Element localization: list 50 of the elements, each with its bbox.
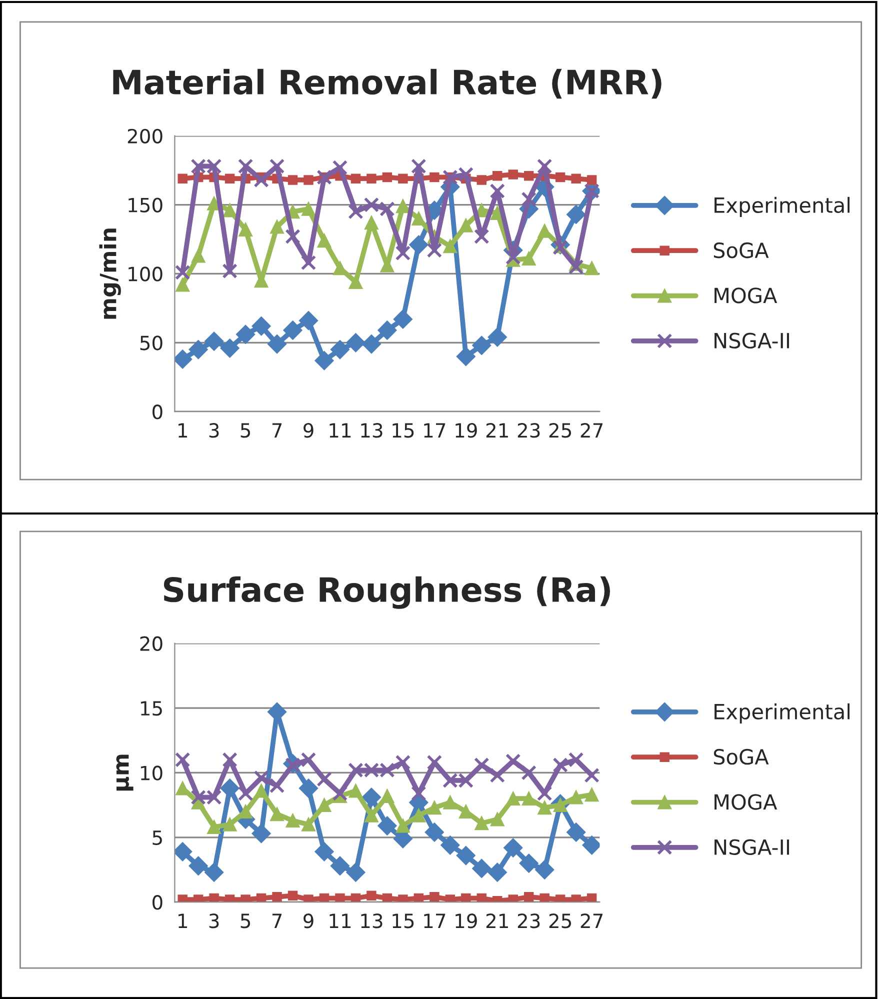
y-tick-label: 150 <box>128 198 162 212</box>
x-tick-label: 5 <box>240 914 250 928</box>
x-tick-label: 27 <box>580 914 603 928</box>
x-tick-label: 1 <box>178 423 187 438</box>
x-tick-label: 11 <box>330 914 351 928</box>
x-tick-label: 17 <box>424 914 446 928</box>
x-tick-label: 15 <box>392 914 414 928</box>
x-tick-label: 13 <box>361 423 382 438</box>
y-tick-label: 50 <box>140 336 162 350</box>
x-tick-label: 27 <box>580 423 603 438</box>
y-tick-label: 5 <box>152 830 162 846</box>
chart-title: Surface Roughness (Ra) <box>164 576 610 609</box>
y-axis-title: mg/min <box>99 228 121 319</box>
x-tick-label: 1 <box>178 914 187 928</box>
y-axis-title: µm <box>116 754 134 791</box>
x-tick-label: 23 <box>518 914 540 928</box>
x-tick-label: 19 <box>456 423 477 438</box>
legend-label: NSGA-II <box>714 332 790 349</box>
legend-label: MOGA <box>714 288 778 304</box>
x-tick-label: 21 <box>486 914 508 928</box>
chart-title: Material Removal Rate (MRR) <box>113 68 662 99</box>
legend-label: Experimental <box>714 196 850 218</box>
x-tick-label: 11 <box>330 423 351 438</box>
legend-label: MOGA <box>714 794 778 810</box>
y-tick-label: 0 <box>152 895 162 910</box>
y-tick-label: 15 <box>141 701 162 716</box>
y-tick-label: 100 <box>128 266 162 282</box>
legend-label: SoGA <box>714 748 769 765</box>
x-tick-label: 9 <box>304 423 314 438</box>
x-tick-label: 21 <box>486 423 508 438</box>
legend-label: SoGA <box>714 242 769 258</box>
x-tick-label: 9 <box>304 914 314 928</box>
y-tick-label: 10 <box>141 766 162 780</box>
y-tick-label: 0 <box>152 404 162 420</box>
x-tick-label: 23 <box>518 423 540 438</box>
y-tick-label: 20 <box>140 636 162 652</box>
x-tick-label: 7 <box>272 423 282 438</box>
x-tick-label: 19 <box>456 914 477 928</box>
x-tick-label: 3 <box>209 914 219 928</box>
x-tick-label: 15 <box>392 423 414 438</box>
legend-label: NSGA-II <box>714 839 790 856</box>
y-tick-label: 200 <box>128 128 162 144</box>
x-tick-label: 7 <box>272 914 282 928</box>
x-tick-label: 13 <box>361 914 382 928</box>
x-tick-label: 17 <box>424 423 446 438</box>
x-tick-label: 25 <box>549 423 571 438</box>
legend-label: Experimental <box>714 703 850 724</box>
x-tick-label: 3 <box>209 423 219 438</box>
x-tick-label: 5 <box>240 423 250 438</box>
x-tick-label: 25 <box>549 914 571 928</box>
